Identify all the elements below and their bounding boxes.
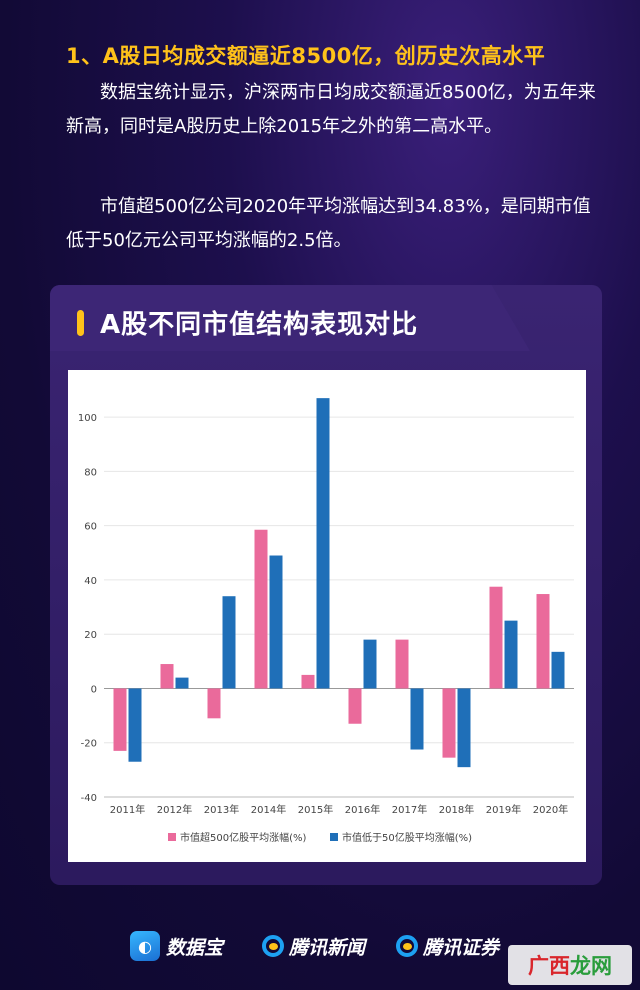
legend-swatch xyxy=(330,833,338,841)
bar-large-cap xyxy=(442,688,456,758)
legend-swatch xyxy=(168,833,176,841)
x-tick-label: 2014年 xyxy=(251,803,286,816)
tencent-news-logo-icon xyxy=(262,935,284,957)
x-tick-label: 2015年 xyxy=(298,803,333,816)
bar-large-cap xyxy=(254,529,268,689)
x-tick-label: 2018年 xyxy=(439,803,474,816)
bar-small-cap xyxy=(504,620,518,689)
x-tick-label: 2012年 xyxy=(157,803,192,816)
headline: 1、A股日均成交额逼近8500亿，创历史次高水平 xyxy=(66,44,546,68)
y-tick-label: 20 xyxy=(84,630,97,641)
x-tick-label: 2019年 xyxy=(486,803,521,816)
bar-large-cap xyxy=(160,664,174,689)
brand-shujubao: ◐ 数据宝 xyxy=(130,928,223,964)
bar-small-cap xyxy=(175,677,189,689)
watermark-text-b: 龙网 xyxy=(570,954,612,978)
tencent-securities-logo-icon xyxy=(396,935,418,957)
y-tick-label: -20 xyxy=(81,739,97,750)
bar-chart: 100 80 60 40 20 0 -20 -40 2011年 2012年 2013年 2014年 20… xyxy=(78,398,574,844)
bar-small-cap xyxy=(269,555,283,689)
shujubao-logo-icon: ◐ xyxy=(130,931,160,961)
title-accent-bar xyxy=(77,310,84,336)
y-tick-label: 40 xyxy=(84,576,97,587)
brand-tencent-news: 腾讯新闻 xyxy=(262,928,365,964)
watermark: 广西 龙网 xyxy=(508,945,632,985)
bar-small-cap xyxy=(410,688,424,750)
x-tick-label: 2017年 xyxy=(392,803,427,816)
footer: ◐ 数据宝 腾讯新闻 腾讯证券 xyxy=(0,928,640,968)
bar-small-cap xyxy=(363,639,377,689)
bar-large-cap xyxy=(348,688,362,724)
bar-large-cap xyxy=(301,674,315,689)
bar-small-cap xyxy=(551,651,565,689)
panel-title: A股不同市值结构表现对比 xyxy=(100,310,419,340)
y-tick-label: 80 xyxy=(84,467,97,478)
bar-large-cap xyxy=(395,639,409,689)
paragraph-2: 市值超500亿公司2020年平均涨幅达到34.83%，是同期市值低于50亿元公司… xyxy=(66,196,591,251)
x-tick-label: 2020年 xyxy=(533,803,568,816)
brand-label: 腾讯证券 xyxy=(423,936,500,959)
bar-small-cap xyxy=(316,398,330,689)
bar-large-cap xyxy=(207,688,221,719)
paragraph-1: 数据宝统计显示，沪深两市日均成交额逼近8500亿，为五年来新高，同时是A股历史上… xyxy=(66,82,596,137)
brand-label: 数据宝 xyxy=(166,936,224,959)
legend-label: 市值低于50亿股平均涨幅(%) xyxy=(342,831,472,844)
watermark-text-a: 广西 xyxy=(528,954,570,978)
x-tick-label: 2011年 xyxy=(110,803,145,816)
brand-tencent-securities: 腾讯证券 xyxy=(396,928,499,964)
bar-small-cap xyxy=(222,596,236,689)
bar-small-cap xyxy=(128,688,142,762)
bar-large-cap xyxy=(536,594,550,689)
chart-container: 100 80 60 40 20 0 -20 -40 2011年 2012年 2013年 2014年 20… xyxy=(68,370,586,862)
legend-label: 市值超500亿股平均涨幅(%) xyxy=(180,831,306,844)
y-tick-label: 0 xyxy=(91,684,97,695)
x-tick-label: 2016年 xyxy=(345,803,380,816)
x-tick-label: 2013年 xyxy=(204,803,239,816)
bar-large-cap xyxy=(113,688,127,751)
bar-small-cap xyxy=(457,688,471,768)
y-tick-label: -40 xyxy=(81,793,97,804)
panel-tab xyxy=(50,285,530,351)
y-tick-label: 60 xyxy=(84,522,97,533)
y-tick-label: 100 xyxy=(78,413,97,424)
brand-label: 腾讯新闻 xyxy=(289,936,366,959)
bar-large-cap xyxy=(489,586,503,689)
